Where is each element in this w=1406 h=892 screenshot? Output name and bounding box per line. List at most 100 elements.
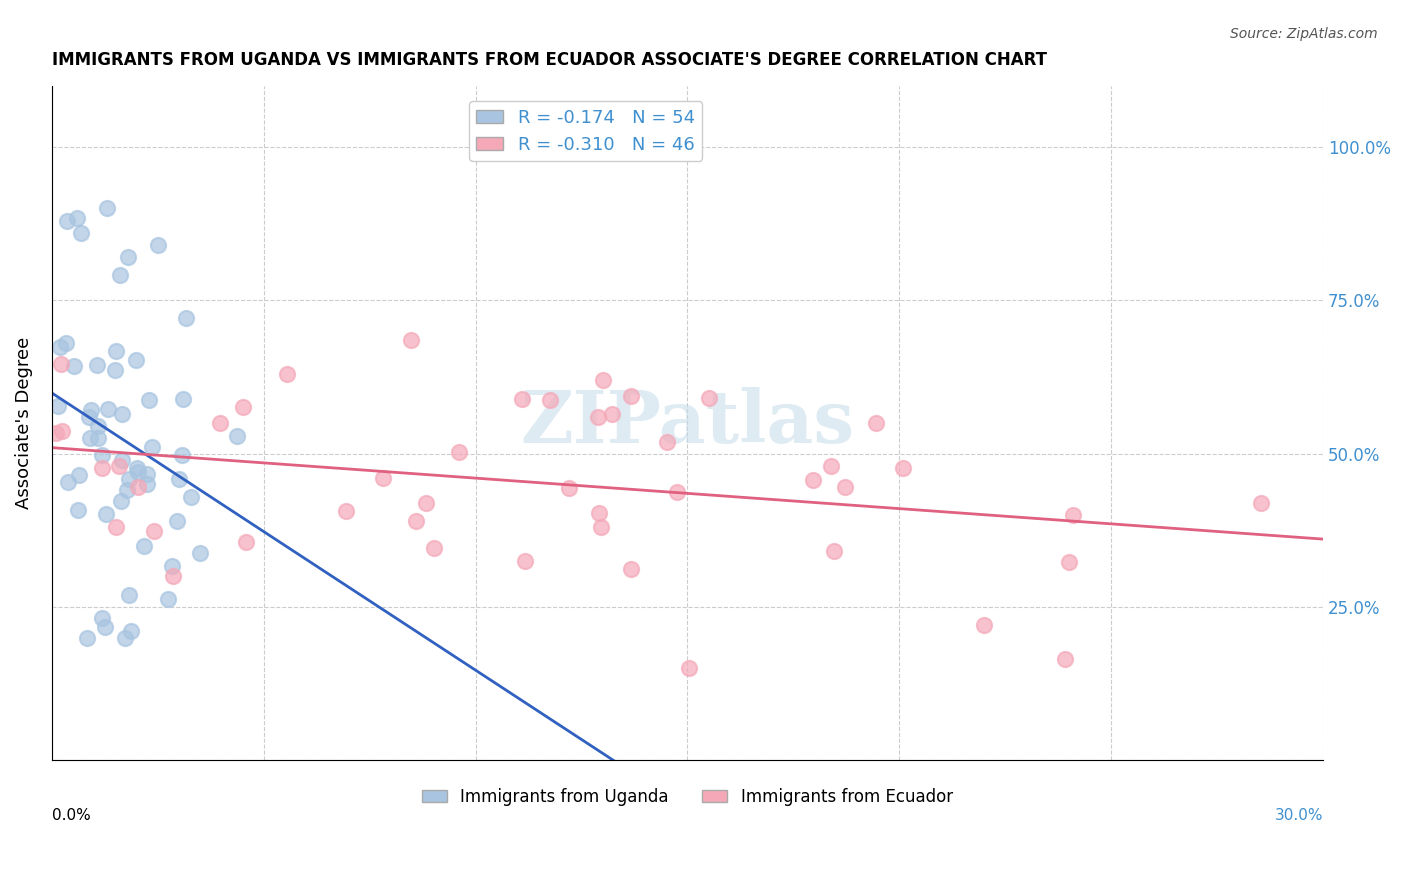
Point <box>67 467 90 482</box>
Text: Source: ZipAtlas.com: Source: ZipAtlas.com <box>1230 27 1378 41</box>
Point <box>665 485 688 500</box>
Point <box>167 472 190 486</box>
Point <box>190 546 212 560</box>
Point <box>118 588 141 602</box>
Point <box>115 483 138 497</box>
Point <box>143 524 166 538</box>
Point <box>55 214 77 228</box>
Point <box>51 424 73 438</box>
Point <box>96 201 118 215</box>
Point <box>591 519 613 533</box>
Point <box>801 473 824 487</box>
Point <box>93 620 115 634</box>
Point <box>117 250 139 264</box>
Point <box>67 503 90 517</box>
Point <box>823 543 845 558</box>
Point <box>405 514 427 528</box>
Point <box>678 661 700 675</box>
Point <box>1062 508 1084 523</box>
Point <box>120 624 142 639</box>
Text: 0.0%: 0.0% <box>52 807 90 822</box>
Point <box>510 392 533 406</box>
Point <box>90 610 112 624</box>
Point <box>127 461 149 475</box>
Point <box>538 392 561 407</box>
Point <box>141 440 163 454</box>
Point <box>162 569 184 583</box>
Point <box>592 373 614 387</box>
Point <box>415 496 437 510</box>
Text: IMMIGRANTS FROM UGANDA VS IMMIGRANTS FROM ECUADOR ASSOCIATE'S DEGREE CORRELATION: IMMIGRANTS FROM UGANDA VS IMMIGRANTS FRO… <box>52 51 1046 69</box>
Point <box>180 490 202 504</box>
Y-axis label: Associate's Degree: Associate's Degree <box>15 337 32 509</box>
Point <box>172 392 194 406</box>
Point <box>820 459 842 474</box>
Point <box>619 562 641 576</box>
Point <box>371 471 394 485</box>
Point <box>138 392 160 407</box>
Point <box>423 541 446 555</box>
Point <box>66 211 89 225</box>
Legend: Immigrants from Uganda, Immigrants from Ecuador: Immigrants from Uganda, Immigrants from … <box>415 781 959 813</box>
Point <box>146 238 169 252</box>
Point <box>111 407 134 421</box>
Point <box>586 410 609 425</box>
Point <box>79 431 101 445</box>
Point <box>91 461 114 475</box>
Point <box>87 419 110 434</box>
Point <box>335 504 357 518</box>
Point <box>108 459 131 474</box>
Point <box>399 333 422 347</box>
Point <box>80 403 103 417</box>
Point <box>55 336 77 351</box>
Point <box>77 409 100 424</box>
Point <box>588 506 610 520</box>
Point <box>276 367 298 381</box>
Point <box>110 493 132 508</box>
Point <box>973 618 995 632</box>
Point <box>619 389 641 403</box>
Point <box>70 226 93 240</box>
Point <box>657 434 679 449</box>
Point <box>127 480 149 494</box>
Point <box>1053 652 1076 666</box>
Point <box>124 352 146 367</box>
Point <box>56 475 79 490</box>
Point <box>232 401 254 415</box>
Point <box>127 465 149 479</box>
Point <box>114 631 136 645</box>
Point <box>513 554 536 568</box>
Point <box>208 416 231 430</box>
Point <box>46 400 69 414</box>
Point <box>111 453 134 467</box>
Point <box>90 448 112 462</box>
Point <box>1250 496 1272 510</box>
Text: ZIPatlas: ZIPatlas <box>520 387 855 458</box>
Point <box>558 481 581 495</box>
Point <box>104 344 127 359</box>
Point <box>63 359 86 373</box>
Point <box>891 460 914 475</box>
Point <box>45 425 67 440</box>
Point <box>97 401 120 416</box>
Point <box>132 539 155 553</box>
Point <box>225 428 247 442</box>
Point <box>1057 555 1080 569</box>
Point <box>600 407 623 421</box>
Point <box>156 591 179 606</box>
Point <box>135 476 157 491</box>
Point <box>697 392 720 406</box>
Point <box>51 357 73 371</box>
Point <box>447 445 470 459</box>
Point <box>235 535 257 549</box>
Point <box>96 507 118 521</box>
Point <box>834 480 856 494</box>
Point <box>135 467 157 481</box>
Point <box>176 310 198 325</box>
Point <box>162 559 184 574</box>
Point <box>166 514 188 528</box>
Point <box>865 417 887 431</box>
Point <box>118 472 141 486</box>
Text: 30.0%: 30.0% <box>1275 807 1323 822</box>
Point <box>76 631 98 645</box>
